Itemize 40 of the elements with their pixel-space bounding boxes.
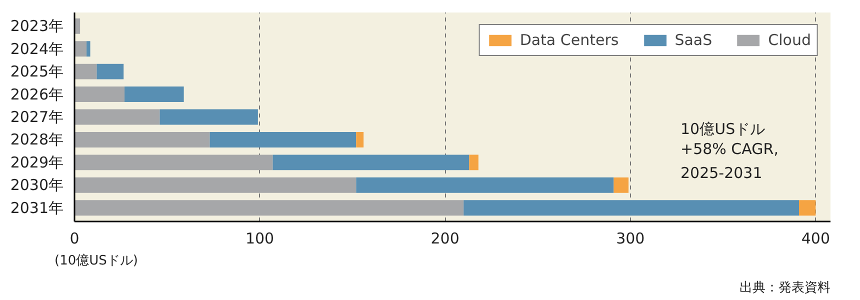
source-note: 出典：発表資料 [740,280,830,296]
bar [74,177,356,193]
bar [272,154,470,170]
x-tick-label: 400 [801,230,830,248]
bar [74,109,160,125]
bar [469,154,478,170]
y-tick-label: 2024年 [10,40,64,58]
x-tick-label: 0 [70,230,80,248]
annotation: 10億USドル +58% CAGR, 2025-2031 [680,120,778,182]
legend-label: SaaS [674,31,712,49]
bar [210,132,356,148]
bar [464,200,799,216]
y-tick-label: 2029年 [10,153,64,172]
legend-label: Cloud [768,31,811,49]
bar [74,64,97,80]
bar [74,154,273,170]
x-tick-label: 100 [245,230,274,248]
bar [74,132,210,148]
y-tick-label: 2026年 [10,85,64,104]
bar [86,41,90,57]
legend-label: Data Centers [520,31,619,49]
bar [124,86,184,102]
x-axis-title: (10億USドル) [54,254,138,268]
x-tick-label: 200 [430,230,460,248]
bar [74,200,464,216]
y-tick-label: 2030年 [10,176,64,194]
y-tick-label: 2025年 [10,62,64,81]
bar [160,109,258,125]
y-tick-label: 2023年 [10,17,64,36]
y-tick-label: 2027年 [10,108,64,126]
bar [614,177,629,193]
bar [356,132,364,148]
y-tick-label: 2031年 [10,198,64,217]
y-tick-label: 2028年 [10,130,64,149]
bar [74,86,125,102]
bar [74,41,87,57]
bar [799,200,816,216]
x-tick-label: 300 [616,230,645,248]
bar [96,64,124,80]
bar [356,177,614,193]
